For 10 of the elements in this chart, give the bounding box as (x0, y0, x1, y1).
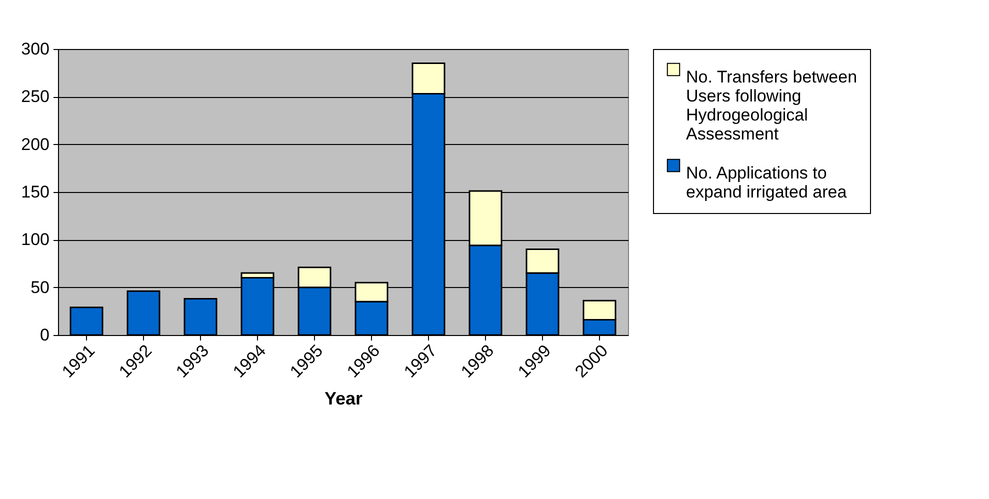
y-tick-label: 100 (21, 230, 50, 250)
legend-label: No. Transfers between Users following Hydrogeological Assessment (686, 68, 858, 144)
y-tick-label: 150 (21, 182, 50, 202)
y-tick-label: 250 (21, 87, 50, 106)
y-tick-label: 50 (30, 278, 50, 297)
y-tick-label: 200 (21, 134, 50, 154)
y-tick-label: 0 (40, 326, 50, 344)
x-axis-title: Year (324, 388, 363, 409)
legend-label: No. Applications to expand irrigated area (686, 164, 848, 202)
y-tick-label: 300 (21, 40, 50, 58)
